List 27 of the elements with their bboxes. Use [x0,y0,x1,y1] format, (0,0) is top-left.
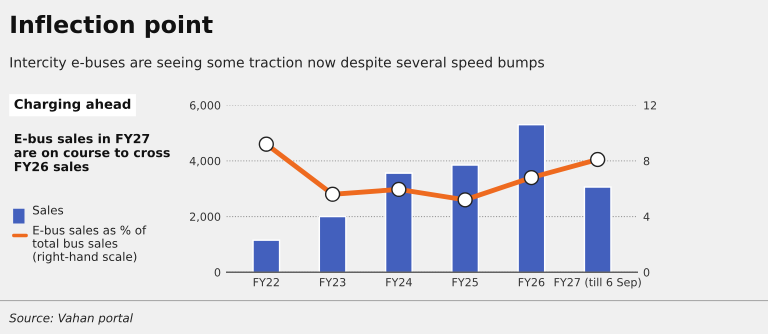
x-tick-label: FY26 [518,278,544,286]
chart-subtitle: Intercity e-buses are seeing some traction now despite several speed bumps [10,56,544,70]
y-tick-label: 0 [214,268,220,277]
text: Charging ahead [14,98,130,112]
bar [252,240,280,272]
text: E-bus sales in FY27 are on course to cross FY26 sales [14,134,170,172]
x-tick-label: FY27 (till 6 Sep) [554,278,641,289]
legend-label: Sales [33,205,64,215]
bar [384,172,413,272]
bar [517,124,546,272]
y2-tick-label: 4 [644,212,650,221]
y-tick-label: 6,000 [190,101,220,111]
bar [318,216,347,272]
x-tick-label: FY22 [254,278,279,286]
x-tick-label: FY23 [320,278,346,286]
legend-label: E-bus sales as % of total bus sales (right-hand scale) [32,225,146,264]
chart-title: Inflection point [11,15,213,38]
y2-tick-label: 12 [644,101,656,110]
y-tick-label: 4,000 [190,156,220,166]
y2-tick-label: 0 [644,268,650,277]
bar [451,164,480,272]
y-tick-label: 2,000 [190,212,220,222]
x-tick-label: FY24 [386,278,412,286]
source-note: Source: Vahan portal [9,313,133,325]
x-tick-label: FY25 [452,278,478,286]
y2-tick-label: 8 [644,156,650,166]
bar [584,186,612,272]
